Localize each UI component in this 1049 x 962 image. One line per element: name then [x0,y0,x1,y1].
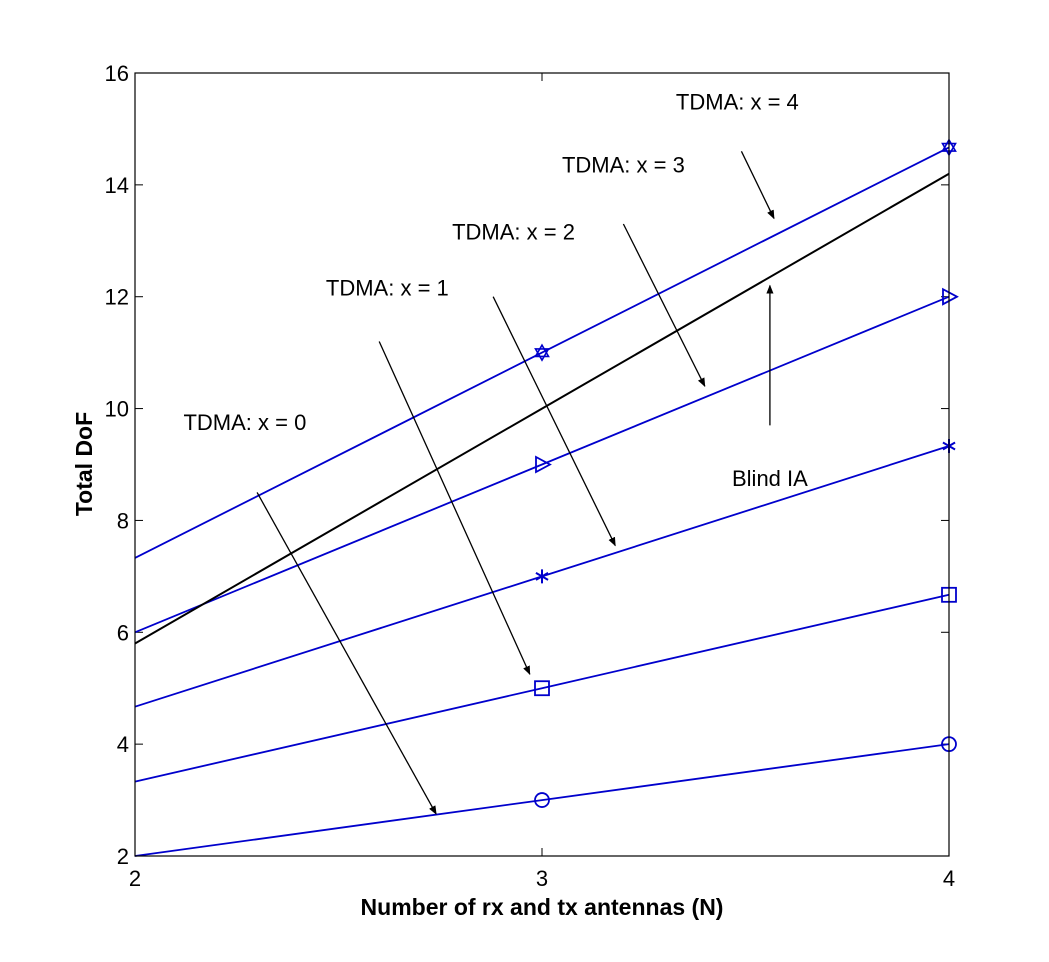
annotation: Blind IA [732,284,808,491]
annotation-arrow [740,151,775,220]
y-tick-label: 8 [117,508,129,533]
series-layer [134,138,959,857]
x-tick-label: 2 [129,866,141,891]
asterisk-marker [535,569,549,584]
series-line [134,172,950,645]
series-x3 [134,287,959,634]
annotation: TDMA: x = 3 [562,153,706,388]
triangle-right-marker [942,287,959,306]
annotation: TDMA: x = 4 [676,89,799,220]
series-line [134,295,950,634]
annotation-arrow [492,296,616,547]
annotation-arrow [378,341,531,676]
y-axis-title: Total DoF [71,412,97,516]
annotation-label: TDMA: x = 3 [562,153,685,178]
square-marker [534,680,550,697]
circle-marker [534,792,550,808]
y-tick-label: 12 [105,285,129,310]
series-line [134,593,950,783]
y-tick-label: 14 [105,173,129,198]
annotation-label: Blind IA [732,466,808,491]
y-tick-label: 6 [117,620,129,645]
annotation-arrow [622,223,706,388]
annotation: TDMA: x = 0 [183,410,437,815]
hexagram-marker [534,343,550,362]
annotation: TDMA: x = 1 [326,276,531,676]
annotation-label: TDMA: x = 4 [676,89,799,114]
annotation-arrow [256,492,437,815]
annotation-label: TDMA: x = 0 [183,410,306,435]
annotation-layer: TDMA: x = 0 TDMA: x = 1 TDMA: x = 2 TDMA: x… [183,89,808,815]
series-x4 [134,138,957,559]
plot-frame [134,72,950,857]
triangle-right-marker [535,455,552,474]
y-tick-label: 16 [105,61,129,86]
x-tick-label: 3 [536,866,548,891]
annotation-label: TDMA: x = 1 [326,276,449,301]
x-tick-label: 4 [943,866,955,891]
axis-ticks: 2 4 6 8 10 12 14 16 2 3 4 [105,61,956,891]
series-line [134,146,950,559]
y-tick-label: 2 [117,844,129,869]
series-line [134,743,950,857]
annotation-label: TDMA: x = 2 [452,220,575,245]
y-tick-label: 10 [105,397,129,422]
y-tick-label: 4 [117,732,129,757]
x-axis-title: Number of rx and tx antennas (N) [361,894,724,920]
series-blind [134,172,950,645]
annotation: TDMA: x = 2 [452,220,616,547]
